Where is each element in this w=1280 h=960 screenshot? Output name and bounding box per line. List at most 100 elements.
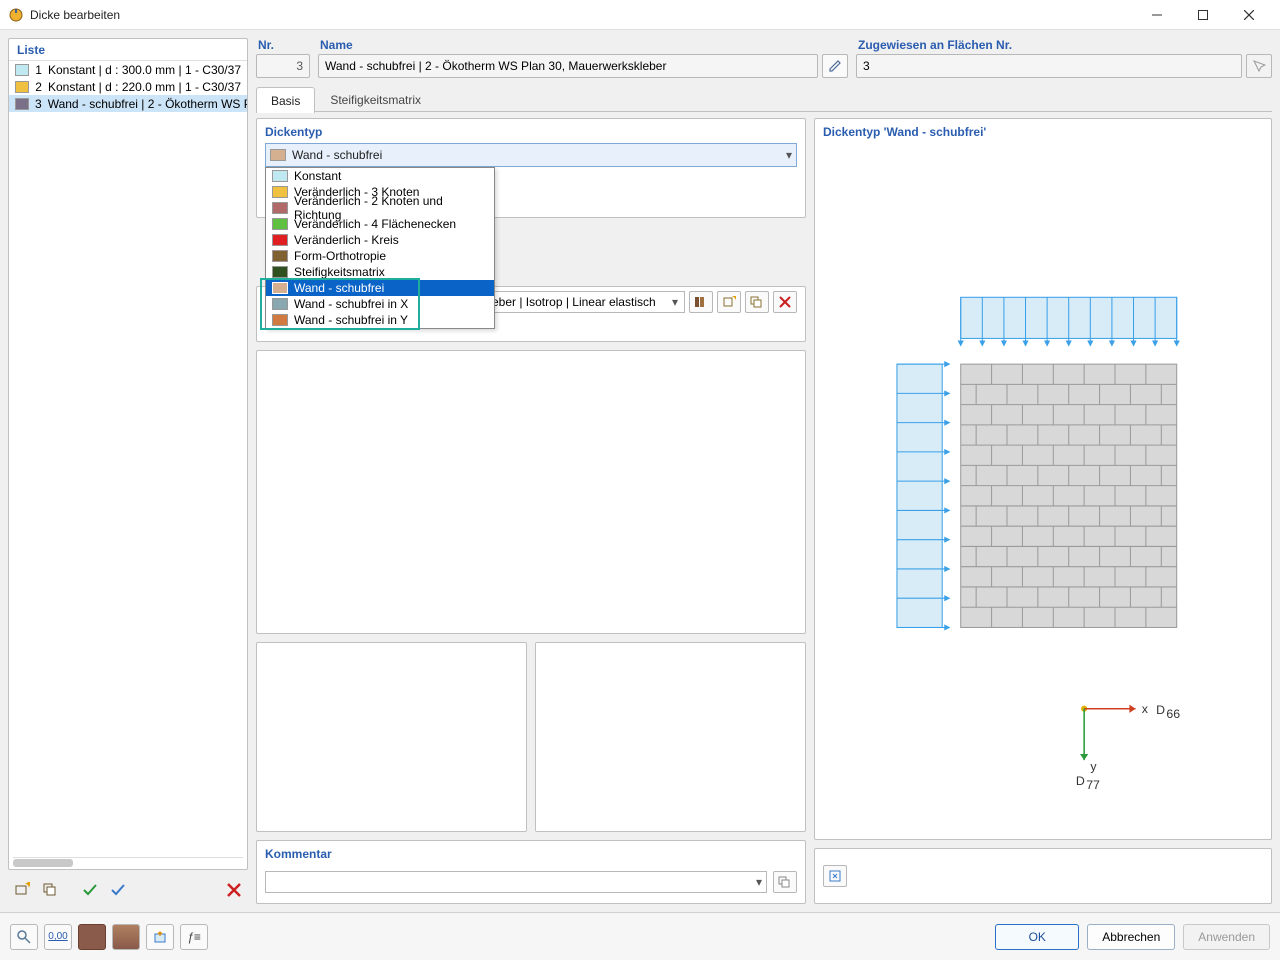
option-label: Wand - schubfrei in Y (294, 313, 408, 327)
edit-name-button[interactable] (822, 54, 848, 78)
preview-diagram: xD66yD77 (815, 143, 1271, 840)
preview-refresh-button[interactable] (823, 865, 847, 887)
chevron-down-icon: ▾ (786, 148, 792, 162)
dialog-button-bar: 0,00 ƒ≡ OK Abbrechen Anwenden (0, 912, 1280, 960)
preview-toolbar-box (814, 848, 1272, 904)
list-item-swatch (15, 81, 29, 93)
list-item-number: 3 (35, 97, 42, 111)
dickentyp-option[interactable]: Veränderlich - Kreis (266, 232, 494, 248)
option-swatch (272, 202, 288, 214)
color-2-button[interactable] (112, 924, 140, 950)
nr-label: Nr. (256, 38, 310, 52)
list-item[interactable]: 1Konstant | d : 300.0 mm | 1 - C30/37 (9, 61, 247, 78)
name-field[interactable]: Wand - schubfrei | 2 - Ökotherm WS Plan … (318, 54, 818, 78)
material-delete-button[interactable] (773, 291, 797, 313)
option-label: Veränderlich - 4 Flächenecken (294, 217, 456, 231)
dickentyp-option[interactable]: Wand - schubfrei (266, 280, 494, 296)
copy-item-button[interactable] (38, 878, 62, 902)
option-swatch (272, 234, 288, 246)
option-swatch (272, 282, 288, 294)
units-button[interactable]: 0,00 (44, 924, 72, 950)
chevron-down-icon: ▾ (672, 295, 678, 309)
material-copy-button[interactable] (745, 291, 769, 313)
svg-text:66: 66 (1166, 707, 1180, 721)
delete-button[interactable] (222, 878, 246, 902)
assign-field[interactable]: 3 (856, 54, 1242, 78)
option-swatch (272, 218, 288, 230)
dickentyp-option[interactable]: Wand - schubfrei in Y (266, 312, 494, 328)
kommentar-save-button[interactable] (773, 871, 797, 893)
name-value: Wand - schubfrei | 2 - Ökotherm WS Plan … (325, 59, 666, 73)
nr-field[interactable]: 3 (256, 54, 310, 78)
list-item[interactable]: 3 Wand - schubfrei | 2 - Ökotherm WS Pla (9, 95, 247, 112)
tab-strip: Basis Steifigkeitsmatrix (256, 86, 1272, 112)
svg-text:D: D (1156, 703, 1165, 717)
svg-text:x: x (1142, 702, 1149, 716)
svg-text:D: D (1076, 774, 1085, 788)
new-item-button[interactable]: ✦ (10, 878, 34, 902)
preview-label: Dickentyp 'Wand - schubfrei' (815, 119, 1271, 143)
export-button[interactable] (146, 924, 174, 950)
preview-panel: Dickentyp 'Wand - schubfrei' xD66yD77 (814, 118, 1272, 840)
option-swatch (272, 314, 288, 326)
option-label: Wand - schubfrei (294, 281, 384, 295)
cancel-button[interactable]: Abbrechen (1087, 924, 1175, 950)
option-swatch (272, 186, 288, 198)
dickentyp-selected-text: Wand - schubfrei (292, 148, 780, 162)
check-green-button[interactable] (78, 878, 102, 902)
apply-button[interactable]: Anwenden (1183, 924, 1270, 950)
material-library-button[interactable] (689, 291, 713, 313)
dickentyp-option[interactable]: Veränderlich - 2 Knoten und Richtung (266, 200, 494, 216)
maximize-button[interactable] (1180, 0, 1226, 30)
svg-text:77: 77 (1086, 778, 1100, 792)
option-swatch (272, 298, 288, 310)
titlebar: Dicke bearbeiten (0, 0, 1280, 30)
option-label: Wand - schubfrei in X (294, 297, 408, 311)
check-blue-button[interactable] (106, 878, 130, 902)
option-label: Konstant (294, 169, 341, 183)
kommentar-combo[interactable]: ▾ (265, 871, 767, 893)
list-item-text: Wand - schubfrei | 2 - Ökotherm WS Pla (48, 97, 247, 111)
minimize-button[interactable] (1134, 0, 1180, 30)
dickentyp-selected-swatch (270, 149, 286, 161)
assign-value: 3 (863, 59, 870, 73)
window-title: Dicke bearbeiten (30, 8, 1134, 22)
option-label: Steifigkeitsmatrix (294, 265, 385, 279)
name-label: Name (318, 38, 848, 52)
dickentyp-option[interactable]: Konstant (266, 168, 494, 184)
pick-surfaces-button[interactable] (1246, 54, 1272, 78)
list-item-text: Konstant | d : 300.0 mm | 1 - C30/37 (48, 63, 241, 77)
material-new-button[interactable]: ✦ (717, 291, 741, 313)
svg-text:✦: ✦ (731, 296, 736, 304)
tab-basis[interactable]: Basis (256, 87, 315, 113)
color-1-button[interactable] (78, 924, 106, 950)
svg-text:y: y (1090, 759, 1097, 773)
list-item[interactable]: 2Konstant | d : 220.0 mm | 1 - C30/37 (9, 78, 247, 95)
preview-box-1 (256, 642, 527, 832)
preview-box-2 (535, 642, 806, 832)
close-button[interactable] (1226, 0, 1272, 30)
dickentyp-option[interactable]: Wand - schubfrei in X (266, 296, 494, 312)
list-horizontal-scrollbar[interactable] (13, 857, 243, 867)
dickentyp-label: Dickentyp (257, 119, 805, 143)
material-text: eber | Isotrop | Linear elastisch (492, 295, 656, 309)
function-button[interactable]: ƒ≡ (180, 924, 208, 950)
kommentar-label: Kommentar (257, 841, 805, 865)
option-label: Veränderlich - Kreis (294, 233, 399, 247)
list-item-swatch (15, 98, 29, 110)
tab-steifigkeitsmatrix[interactable]: Steifigkeitsmatrix (315, 86, 436, 112)
dickentyp-option[interactable]: Form-Orthotropie (266, 248, 494, 264)
nr-value: 3 (296, 59, 303, 73)
dickentyp-option[interactable]: Steifigkeitsmatrix (266, 264, 494, 280)
dickentyp-dropdown[interactable]: Wand - schubfrei ▾ KonstantVeränderlich … (265, 143, 797, 167)
help-button[interactable] (10, 924, 38, 950)
option-label: Form-Orthotropie (294, 249, 386, 263)
list-toolbar: ✦ (8, 876, 248, 904)
dickentyp-popup[interactable]: KonstantVeränderlich - 3 KnotenVeränderl… (265, 167, 495, 329)
ok-button[interactable]: OK (995, 924, 1079, 950)
svg-text:✦: ✦ (24, 882, 30, 891)
list-item-swatch (15, 64, 29, 76)
list-body[interactable]: 1Konstant | d : 300.0 mm | 1 - C30/372Ko… (9, 61, 247, 869)
app-icon (8, 7, 24, 23)
list-item-text: Konstant | d : 220.0 mm | 1 - C30/37 (48, 80, 241, 94)
